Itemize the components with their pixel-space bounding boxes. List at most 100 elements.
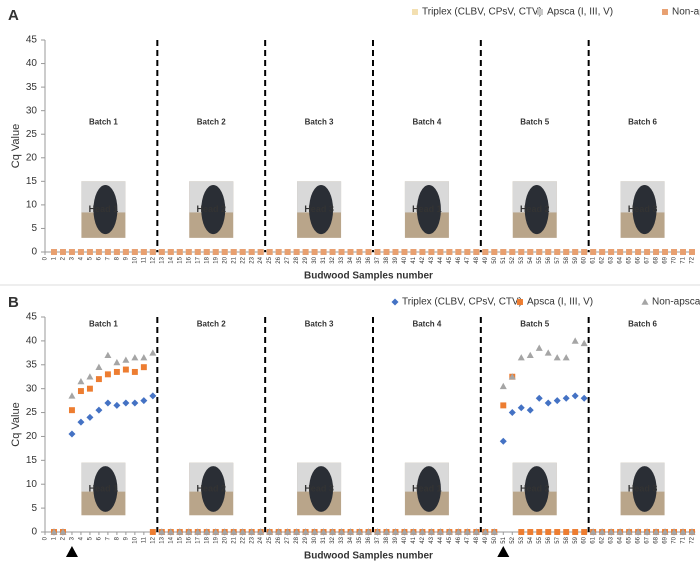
data-point [338,249,345,255]
data-point [553,397,561,405]
x-tick-label: 22 [240,536,246,543]
legend-label: Triplex (CLBV, CPsV, CTV) [402,297,522,308]
head-shape [201,185,226,235]
x-tick-label: 70 [672,536,678,543]
data-point [545,249,552,255]
x-tick-label: 9 [123,256,129,260]
data-point [239,528,247,535]
head-shape [632,185,657,235]
y-tick-label: 20 [26,431,38,442]
data-point [572,529,579,535]
data-point [167,249,174,255]
x-tick-label: 35 [357,256,363,263]
x-tick-label: 59 [573,256,579,263]
x-tick-label: 32 [330,256,336,263]
x-tick-label: 64 [618,256,624,263]
x-tick-label: 54 [528,536,534,543]
data-point [50,528,58,535]
data-point [580,339,588,347]
data-point [311,528,319,535]
data-point [563,249,570,255]
data-point [248,528,256,535]
data-point [320,249,327,255]
data-point [607,528,615,535]
x-tick-label: 61 [591,256,597,263]
head-shape [416,466,441,512]
data-point [626,249,633,255]
x-tick-label: 58 [564,256,570,263]
y-tick-label: 35 [26,82,38,93]
data-point [545,529,552,535]
data-point [149,529,156,535]
x-tick-label: 16 [186,536,192,543]
head-shape [524,466,549,512]
x-tick-label: 31 [321,256,327,263]
data-point [580,394,588,402]
legend-marker [537,9,543,15]
x-tick-label: 63 [609,256,615,263]
x-tick-label: 59 [573,536,579,543]
batch-label: Batch 6 [628,319,657,328]
x-tick-label: 36 [366,256,372,263]
data-point [553,354,561,361]
x-tick-label: 14 [168,256,174,263]
x-tick-label: 22 [240,256,246,263]
y-tick-label: 30 [26,105,38,116]
data-point [590,249,597,255]
data-point [149,349,157,356]
x-tick-label: 36 [366,536,372,543]
data-point [176,249,183,255]
y-tick-label: 15 [26,176,38,187]
x-tick-label: 49 [483,536,489,543]
data-point [653,249,660,255]
data-point [113,368,120,375]
x-tick-label: 41 [411,256,417,263]
data-point [104,399,112,407]
data-point [463,528,471,535]
x-tick-label: 72 [690,256,696,263]
data-point [239,249,246,255]
x-tick-label: 0 [43,536,49,540]
head-shape [93,185,118,235]
x-tick-label: 27 [285,256,291,263]
y-tick-label: 40 [26,336,38,347]
batch-label: Batch 6 [628,118,657,127]
x-tick-label: 48 [474,536,480,543]
data-point [589,528,597,535]
x-tick-label: 12 [150,256,156,263]
data-point [95,249,102,255]
x-tick-label: 38 [384,256,390,263]
legend-marker [391,298,399,306]
data-point [418,528,426,535]
x-tick-label: 68 [654,536,660,543]
data-point [445,528,453,535]
x-tick-label: 34 [348,536,354,543]
data-point [473,249,480,255]
data-point [481,528,489,535]
x-tick-label: 69 [663,256,669,263]
data-point [679,528,687,535]
x-tick-label: 72 [690,536,696,543]
x-tick-label: 28 [294,536,300,543]
x-tick-label: 52 [510,536,516,543]
data-point [104,351,112,359]
data-point [302,249,309,255]
panel-letter: A [8,7,19,24]
x-tick-label: 0 [43,256,49,260]
x-tick-label: 51 [501,536,507,543]
data-point [221,528,229,535]
x-tick-label: 5 [88,536,94,540]
data-point [617,249,624,255]
data-point [436,528,444,535]
x-tick-label: 50 [492,256,498,263]
y-tick-label: 20 [26,152,38,163]
data-point [437,249,444,255]
x-tick-label: 68 [654,256,660,263]
head-shape [309,185,334,235]
data-point [293,528,301,535]
data-point [122,356,130,363]
x-tick-label: 40 [402,256,408,263]
data-point [347,249,354,255]
data-point [167,528,175,535]
